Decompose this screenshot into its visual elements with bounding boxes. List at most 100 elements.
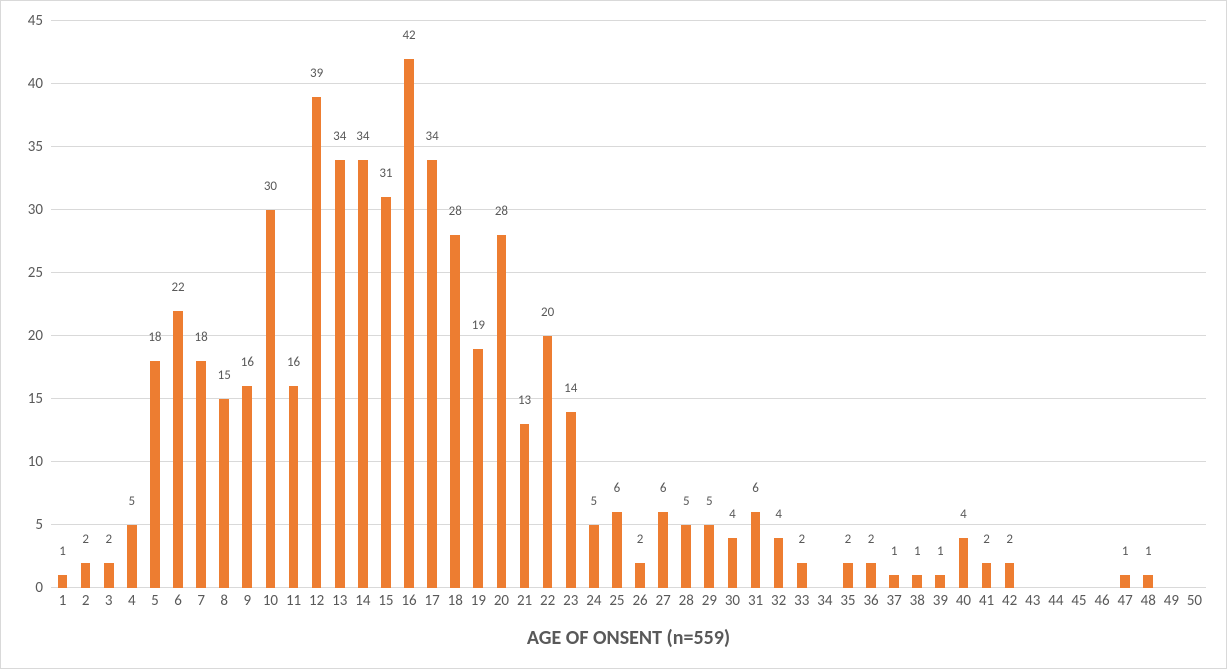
x-tick-label: 32 bbox=[767, 588, 790, 610]
x-tick-label: 9 bbox=[236, 588, 259, 610]
x-tick-label: 37 bbox=[883, 588, 906, 610]
y-tick-label: 0 bbox=[11, 579, 43, 597]
x-tick-label: 28 bbox=[675, 588, 698, 610]
x-tick-label: 20 bbox=[490, 588, 513, 610]
bar bbox=[658, 512, 668, 588]
bar-slot: 138 bbox=[906, 21, 929, 588]
bar-slot: 631 bbox=[744, 21, 767, 588]
bar-slot: 432 bbox=[767, 21, 790, 588]
bar bbox=[982, 563, 992, 588]
bar-slot: 1919 bbox=[467, 21, 490, 588]
x-tick-label: 35 bbox=[836, 588, 859, 610]
bar-value-label: 2 bbox=[975, 533, 998, 548]
bar-slot: 524 bbox=[582, 21, 605, 588]
bar bbox=[58, 575, 68, 588]
bar-slot: 137 bbox=[883, 21, 906, 588]
bar-value-label: 1 bbox=[883, 545, 906, 560]
bar-value-label: 31 bbox=[374, 167, 397, 182]
bar-value-label: 4 bbox=[721, 508, 744, 523]
x-tick-label: 26 bbox=[629, 588, 652, 610]
x-tick-label: 19 bbox=[467, 588, 490, 610]
bar-slot: 528 bbox=[675, 21, 698, 588]
bar-value-label: 1 bbox=[1114, 545, 1137, 560]
bar bbox=[81, 563, 91, 588]
bar bbox=[312, 97, 322, 588]
bar bbox=[173, 311, 183, 588]
bar-value-label: 22 bbox=[167, 281, 190, 296]
bar-slot: 625 bbox=[605, 21, 628, 588]
bar bbox=[450, 235, 460, 588]
bar-slot: 3912 bbox=[305, 21, 328, 588]
bar bbox=[1005, 563, 1015, 588]
x-tick-label: 27 bbox=[652, 588, 675, 610]
bar-value-label: 1 bbox=[1137, 545, 1160, 560]
bar-slot: 226 bbox=[167, 21, 190, 588]
bar-slot: 148 bbox=[1137, 21, 1160, 588]
x-tick-label: 1 bbox=[51, 588, 74, 610]
bar-slot: 3010 bbox=[259, 21, 282, 588]
bar-value-label: 6 bbox=[605, 482, 628, 497]
chart-container: 051015202530354045 112223541852261871581… bbox=[0, 0, 1227, 669]
x-tick-label: 34 bbox=[813, 588, 836, 610]
bar-value-label: 34 bbox=[421, 130, 444, 145]
bar-value-label: 2 bbox=[836, 533, 859, 548]
x-tick-label: 48 bbox=[1137, 588, 1160, 610]
x-tick-label: 47 bbox=[1114, 588, 1137, 610]
bar bbox=[404, 59, 414, 588]
bar-value-label: 28 bbox=[444, 205, 467, 220]
bar bbox=[497, 235, 507, 588]
bar bbox=[866, 563, 876, 588]
bar bbox=[150, 361, 160, 588]
bar-slot: 2818 bbox=[444, 21, 467, 588]
x-tick-label: 25 bbox=[605, 588, 628, 610]
y-tick-label: 10 bbox=[11, 453, 43, 471]
bar bbox=[520, 424, 530, 588]
bar-slot: 440 bbox=[952, 21, 975, 588]
bar bbox=[728, 538, 738, 588]
bar bbox=[959, 538, 969, 588]
bar-slot: 54 bbox=[120, 21, 143, 588]
y-tick-label: 5 bbox=[11, 516, 43, 534]
y-tick-label: 20 bbox=[11, 327, 43, 345]
bar-slot: 3115 bbox=[374, 21, 397, 588]
plot-area: 051015202530354045 112223541852261871581… bbox=[51, 21, 1206, 588]
bar-value-label: 13 bbox=[513, 394, 536, 409]
bar-slot: 23 bbox=[97, 21, 120, 588]
bar-value-label: 6 bbox=[652, 482, 675, 497]
x-tick-label: 24 bbox=[582, 588, 605, 610]
bar bbox=[566, 412, 576, 588]
bar-value-label: 42 bbox=[398, 29, 421, 44]
bar-value-label: 5 bbox=[582, 495, 605, 510]
bar-slot: 3413 bbox=[328, 21, 351, 588]
bar bbox=[335, 160, 345, 588]
x-tick-label: 40 bbox=[952, 588, 975, 610]
bar-value-label: 1 bbox=[906, 545, 929, 560]
bar-slot: 236 bbox=[860, 21, 883, 588]
x-tick-label: 36 bbox=[860, 588, 883, 610]
bar-slot: 3414 bbox=[351, 21, 374, 588]
bar bbox=[912, 575, 922, 588]
x-tick-label: 8 bbox=[213, 588, 236, 610]
bar-value-label: 5 bbox=[698, 495, 721, 510]
bar-value-label: 30 bbox=[259, 180, 282, 195]
x-tick-label: 33 bbox=[790, 588, 813, 610]
bar-slot: 185 bbox=[143, 21, 166, 588]
x-tick-label: 38 bbox=[906, 588, 929, 610]
bar bbox=[635, 563, 645, 588]
bar-slot: 235 bbox=[836, 21, 859, 588]
bar bbox=[935, 575, 945, 588]
bar-slot: 169 bbox=[236, 21, 259, 588]
bar-slot: 2820 bbox=[490, 21, 513, 588]
bar-value-label: 39 bbox=[305, 67, 328, 82]
bar-slot: 45 bbox=[1067, 21, 1090, 588]
x-tick-label: 15 bbox=[374, 588, 397, 610]
x-tick-label: 41 bbox=[975, 588, 998, 610]
x-tick-label: 46 bbox=[1091, 588, 1114, 610]
y-tick-label: 25 bbox=[11, 264, 43, 282]
bar-slot: 4216 bbox=[398, 21, 421, 588]
bar bbox=[589, 525, 599, 588]
bar-value-label: 34 bbox=[351, 130, 374, 145]
bar bbox=[1120, 575, 1130, 588]
bar-value-label: 2 bbox=[97, 533, 120, 548]
bar-slot: 22 bbox=[74, 21, 97, 588]
